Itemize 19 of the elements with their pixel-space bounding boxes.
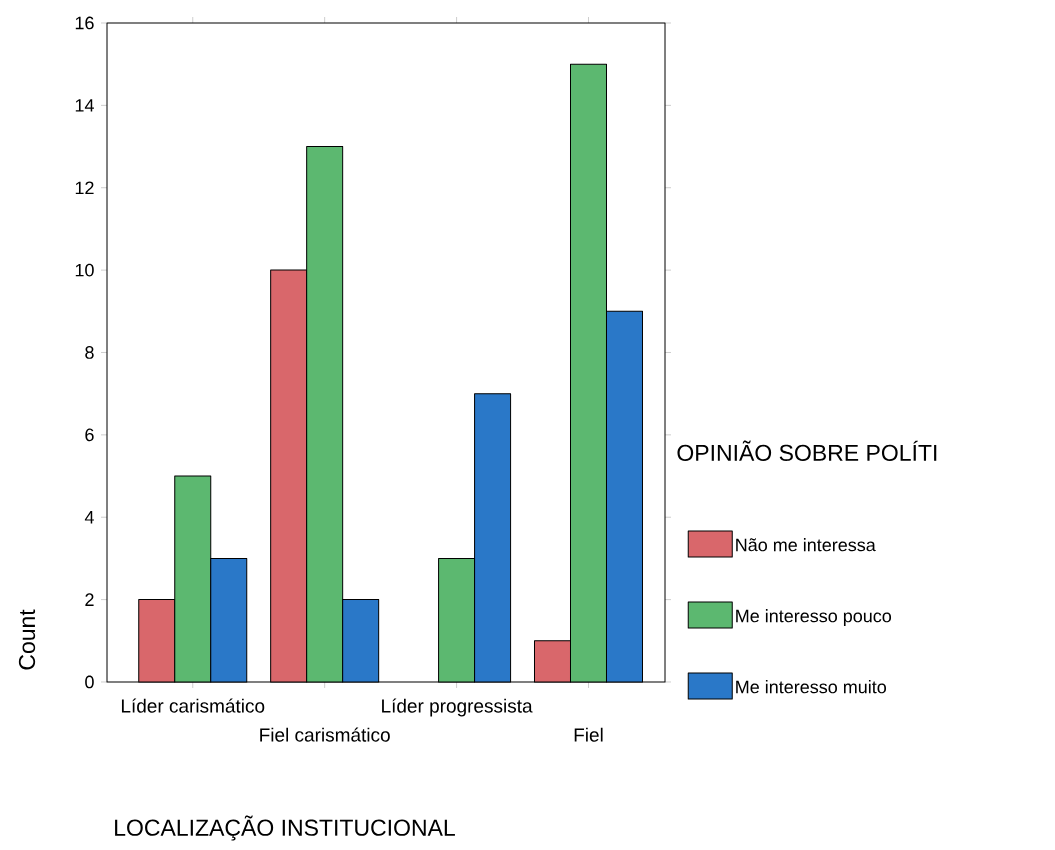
y-tick-label: 14 <box>75 99 94 112</box>
y-tick-label: 12 <box>75 181 94 195</box>
y-tick-label: 10 <box>75 263 94 277</box>
x-tick-label: Líder carismático <box>121 698 265 713</box>
y-tick-label: 2 <box>85 593 94 606</box>
legend-title: OPINIÃO SOBRE POLÍTI <box>677 440 937 462</box>
x-tick-label: Líder progressista <box>382 698 533 717</box>
legend-label: Me interesso pouco <box>736 609 892 626</box>
y-tick-label: 6 <box>85 428 94 442</box>
y-tick-label: 4 <box>84 511 94 524</box>
y-tick-label: 16 <box>75 16 94 30</box>
legend-label: Me interesso muito <box>736 680 887 694</box>
x-tick-label: Fiel carismático <box>260 727 390 742</box>
legend-label: Não me interessa <box>736 538 876 552</box>
y-tick-label: 0 <box>85 675 94 689</box>
y-axis-title: Count <box>18 609 36 670</box>
x-tick-label: Fiel <box>574 727 603 742</box>
x-axis-title: LOCALIZAÇÃO INSTITUCIONAL <box>115 815 455 841</box>
y-tick-label: 8 <box>85 346 94 359</box>
